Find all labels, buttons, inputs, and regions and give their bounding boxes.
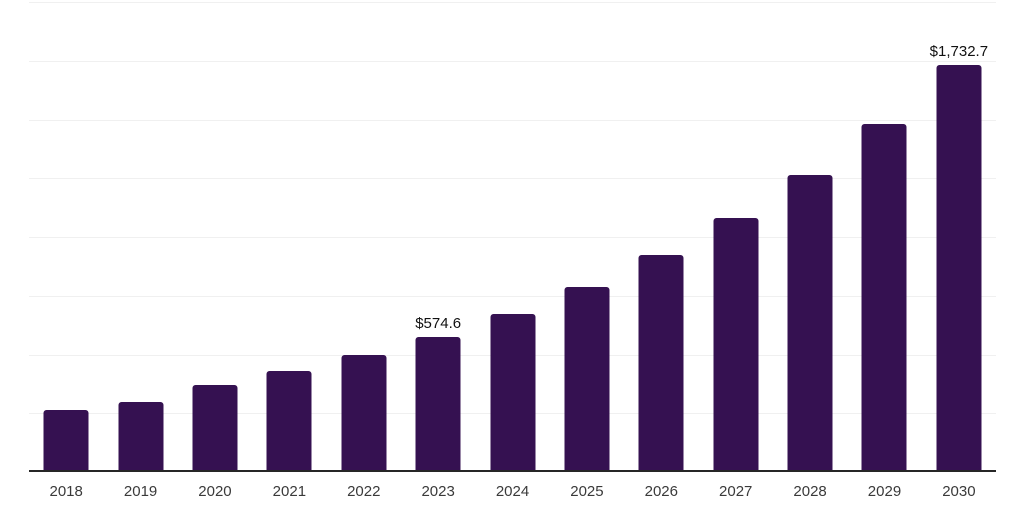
bar-2030	[936, 64, 982, 472]
bar-2025	[564, 287, 610, 472]
value-label-2030: $1,732.7	[929, 42, 989, 60]
bars: $574.6 $1,732.7	[29, 2, 996, 472]
bar-slot-2023: $574.6	[401, 2, 475, 472]
x-tick-label-2019: 2019	[123, 483, 158, 500]
x-tick-label-2024: 2024	[495, 483, 530, 500]
bar-2021	[266, 370, 312, 472]
gridline-750	[29, 295, 996, 297]
x-tick-label-2026: 2026	[644, 483, 678, 500]
bar-slot-2028	[773, 2, 847, 472]
bar-slot-2020	[178, 2, 252, 472]
gridline-2000	[29, 2, 996, 3]
bar-slot-2027	[699, 2, 773, 472]
x-tick-label-2018: 2018	[49, 483, 83, 500]
bar-2020	[192, 385, 238, 472]
bar-slot-2029	[847, 2, 921, 472]
x-axis-line	[29, 470, 996, 472]
bar-slot-2022	[327, 2, 401, 472]
x-tick-label-2021: 2021	[272, 483, 307, 500]
x-tick-label-2027: 2027	[719, 483, 753, 500]
gridline-1000	[29, 237, 996, 238]
x-tick-label-2022: 2022	[347, 483, 381, 500]
bar-2028	[787, 175, 833, 472]
x-axis-labels: 2018 2019 2020 2021 2022 2023 2024 2025 2026 2027…	[29, 484, 996, 500]
bar-2022	[341, 354, 387, 472]
x-tick-label-2029: 2029	[867, 483, 902, 500]
gridline-1500	[29, 119, 996, 121]
bar-2024	[490, 313, 536, 472]
gridline-1250	[29, 178, 996, 180]
bar-slot-2021	[252, 2, 326, 472]
bar-slot-2019	[103, 2, 177, 472]
bar-2029	[861, 124, 907, 472]
x-tick-label-2028: 2028	[793, 483, 827, 500]
bar-2023	[415, 336, 461, 472]
gridline-1750	[29, 60, 996, 62]
bar-2027	[713, 218, 759, 472]
bar-2018	[43, 409, 89, 472]
bar-slot-2030: $1,732.7	[922, 2, 996, 472]
x-tick-label-2020: 2020	[198, 483, 232, 500]
x-tick-label-2025: 2025	[570, 483, 604, 500]
bar-2019	[118, 401, 164, 472]
bar-slot-2026	[624, 2, 698, 472]
value-label-2023: $574.6	[415, 314, 462, 332]
x-tick-label-2023: 2023	[421, 483, 455, 500]
bar-slot-2025	[550, 2, 624, 472]
bar-slot-2024	[475, 2, 549, 472]
x-tick-label-2030: 2030	[942, 483, 976, 500]
bar-2026	[638, 255, 684, 472]
bar-slot-2018	[29, 2, 103, 472]
plot-area: $574.6 $1,732.7	[29, 2, 996, 472]
